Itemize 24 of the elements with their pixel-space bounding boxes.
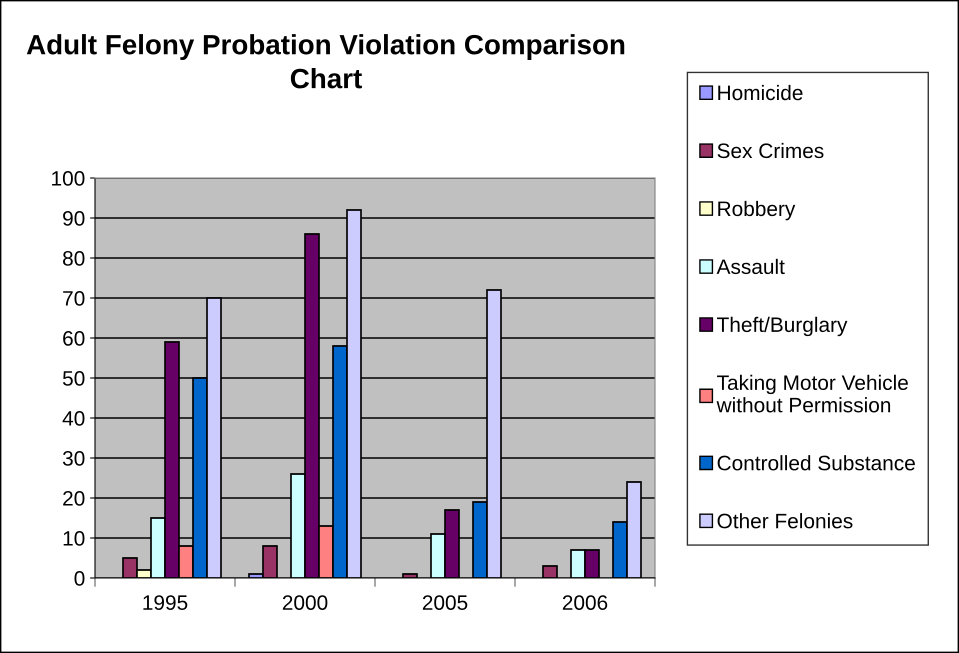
y-tick-label: 50 xyxy=(62,371,84,386)
x-tick-label: 1995 xyxy=(143,595,188,610)
legend-label: Theft/Burglary xyxy=(717,316,848,336)
legend-label: Other Felonies xyxy=(718,513,852,528)
y-tick-label: 100 xyxy=(52,171,84,186)
legend-label: Assault xyxy=(716,258,785,274)
x-tick-label: 2005 xyxy=(422,595,468,610)
chart-title: Adult Felony Probation Violation Comparison Chart xyxy=(26,34,624,88)
legend-label: Sex Crimes xyxy=(718,142,824,158)
legend-label: Homicide xyxy=(718,84,802,100)
legend-label: Robbery xyxy=(718,200,796,220)
y-tick-label: 70 xyxy=(63,291,84,306)
y-tick-label: 10 xyxy=(64,531,84,546)
y-tick-label: 90 xyxy=(63,211,84,226)
y-tick-label: 80 xyxy=(63,251,84,266)
legend-label: Controlled Substance xyxy=(718,455,915,470)
y-tick-label: 40 xyxy=(62,411,84,426)
x-tick-label: 2000 xyxy=(282,595,328,610)
legend-label: Taking Motor Vehicle without Permission xyxy=(716,374,908,412)
y-tick-label: 60 xyxy=(63,331,84,346)
y-tick-label: 0 xyxy=(74,571,84,586)
x-tick-label: 2006 xyxy=(562,595,608,610)
y-tick-label: 30 xyxy=(62,451,84,466)
y-tick-label: 20 xyxy=(63,491,84,506)
